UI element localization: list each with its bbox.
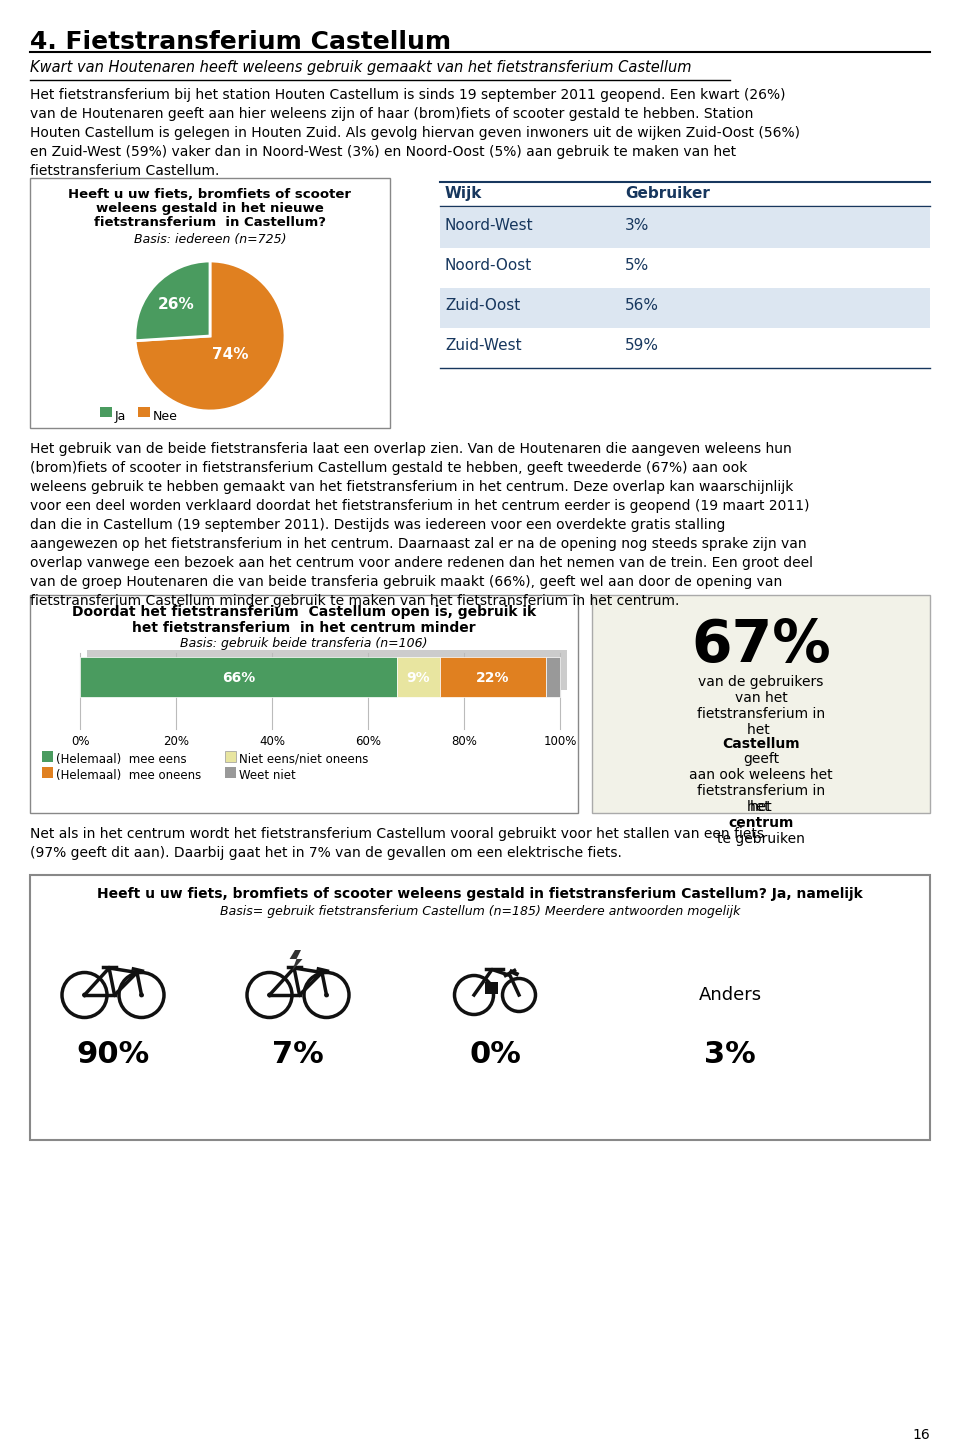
Bar — [592, 595, 930, 813]
Text: het: het — [748, 800, 775, 814]
Text: fietstransferium in: fietstransferium in — [697, 708, 825, 721]
Text: aan ook weleens het: aan ook weleens het — [689, 768, 833, 783]
Text: Basis: iedereen (n=725): Basis: iedereen (n=725) — [133, 232, 286, 245]
Text: (Helemaal)  mee eens: (Helemaal) mee eens — [56, 752, 186, 765]
Bar — [440, 657, 545, 697]
Text: geeft: geeft — [743, 752, 780, 765]
Text: Anders: Anders — [699, 986, 761, 1004]
Text: Castellum: Castellum — [722, 736, 800, 751]
Text: 74%: 74% — [212, 347, 249, 362]
Bar — [100, 407, 112, 417]
Text: het: het — [750, 800, 773, 814]
Bar — [42, 767, 53, 778]
Text: 16: 16 — [912, 1428, 930, 1443]
Text: 100%: 100% — [543, 735, 577, 748]
Text: 3%: 3% — [704, 1040, 756, 1069]
Text: Heeft u uw fiets, bromfiets of scooter: Heeft u uw fiets, bromfiets of scooter — [68, 188, 351, 201]
Text: 9%: 9% — [407, 671, 430, 684]
Text: 5%: 5% — [625, 258, 649, 273]
Text: Basis= gebruik fietstransferium Castellum (n=185) Meerdere antwoorden mogelijk: Basis= gebruik fietstransferium Castellu… — [220, 905, 740, 918]
Bar — [440, 208, 930, 248]
Text: Basis: gebruik beide transferia (n=106): Basis: gebruik beide transferia (n=106) — [180, 637, 428, 650]
Text: Net als in het centrum wordt het fietstransferium Castellum vooral gebruikt voor: Net als in het centrum wordt het fietstr… — [30, 827, 764, 861]
Text: Doordat het fietstransferium  Castellum open is, gebruik ik: Doordat het fietstransferium Castellum o… — [72, 605, 536, 619]
Bar — [80, 657, 396, 697]
Text: Ja: Ja — [115, 410, 127, 423]
Circle shape — [139, 992, 144, 998]
Text: 59%: 59% — [625, 338, 659, 352]
Bar — [485, 982, 498, 993]
Bar — [30, 178, 390, 427]
Text: Zuid-West: Zuid-West — [445, 338, 521, 352]
Text: Wijk: Wijk — [445, 186, 482, 201]
Text: Het gebruik van de beide fietstransferia laat een overlap zien. Van de Houtenare: Het gebruik van de beide fietstransferia… — [30, 442, 813, 608]
Text: Nee: Nee — [153, 410, 178, 423]
Bar — [42, 751, 53, 762]
Text: Kwart van Houtenaren heeft weleens gebruik gemaakt van het fietstransferium Cast: Kwart van Houtenaren heeft weleens gebru… — [30, 61, 691, 75]
Text: fietstransferium  in Castellum?: fietstransferium in Castellum? — [94, 217, 326, 230]
Wedge shape — [135, 261, 210, 341]
Text: 26%: 26% — [157, 296, 195, 312]
Text: 66%: 66% — [222, 671, 255, 684]
Text: 56%: 56% — [625, 297, 659, 313]
Text: 22%: 22% — [476, 671, 510, 684]
Text: centrum: centrum — [729, 816, 794, 830]
Text: 0%: 0% — [469, 1040, 521, 1069]
Bar — [396, 657, 440, 697]
Text: weleens gestald in het nieuwe: weleens gestald in het nieuwe — [96, 202, 324, 215]
Text: Zuid-Oost: Zuid-Oost — [445, 297, 520, 313]
Text: Niet eens/niet oneens: Niet eens/niet oneens — [239, 752, 369, 765]
Text: te gebruiken: te gebruiken — [717, 832, 804, 846]
Text: 60%: 60% — [355, 735, 381, 748]
Text: van de gebruikers: van de gebruikers — [698, 674, 824, 689]
Text: fietstransferium in: fietstransferium in — [697, 784, 825, 799]
Text: het fietstransferium  in het centrum minder: het fietstransferium in het centrum mind… — [132, 621, 476, 635]
Bar — [138, 407, 150, 417]
Text: Noord-West: Noord-West — [445, 218, 534, 232]
Bar — [225, 751, 236, 762]
Bar — [87, 650, 567, 690]
Text: 7%: 7% — [272, 1040, 324, 1069]
Bar — [30, 875, 930, 1139]
Bar — [440, 287, 930, 328]
Bar — [30, 595, 578, 813]
Text: Gebruiker: Gebruiker — [625, 186, 709, 201]
Text: 20%: 20% — [163, 735, 189, 748]
Text: het: het — [748, 723, 775, 736]
Text: Het fietstransferium bij het station Houten Castellum is sinds 19 september 2011: Het fietstransferium bij het station Hou… — [30, 88, 800, 178]
Circle shape — [83, 992, 87, 998]
Text: van het: van het — [734, 692, 787, 705]
Circle shape — [324, 992, 329, 998]
Text: 0%: 0% — [71, 735, 89, 748]
Wedge shape — [135, 261, 285, 412]
Circle shape — [267, 992, 272, 998]
Text: Heeft u uw fiets, bromfiets of scooter weleens gestald in fietstransferium Caste: Heeft u uw fiets, bromfiets of scooter w… — [97, 887, 863, 901]
Text: Noord-Oost: Noord-Oost — [445, 258, 532, 273]
Text: 40%: 40% — [259, 735, 285, 748]
Text: 67%: 67% — [691, 617, 830, 674]
Polygon shape — [290, 950, 302, 970]
Text: 90%: 90% — [77, 1040, 150, 1069]
Text: 4. Fietstransferium Castellum: 4. Fietstransferium Castellum — [30, 30, 451, 53]
Text: 80%: 80% — [451, 735, 477, 748]
Text: 3%: 3% — [625, 218, 649, 232]
Text: Weet niet: Weet niet — [239, 770, 296, 783]
Bar — [225, 767, 236, 778]
Text: (Helemaal)  mee oneens: (Helemaal) mee oneens — [56, 770, 202, 783]
Bar — [545, 657, 560, 697]
